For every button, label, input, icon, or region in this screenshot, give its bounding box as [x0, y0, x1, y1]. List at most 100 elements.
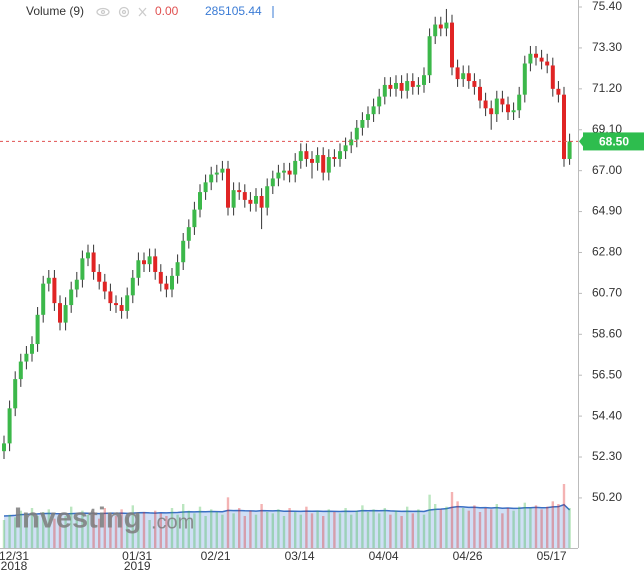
candle-body [114, 303, 118, 306]
candle-body [74, 279, 79, 290]
candle-body [147, 256, 152, 265]
volume-bar [92, 512, 95, 548]
candle-body [153, 256, 158, 272]
volume-bar [19, 510, 22, 548]
candle-body [517, 94, 522, 111]
candle-body [377, 96, 382, 107]
candle-body [226, 168, 230, 208]
volume-bar [288, 508, 291, 548]
candle-body [119, 305, 124, 311]
indicator-name: Volume (9) [26, 4, 84, 18]
candle-body [58, 303, 62, 323]
indicator-icons [96, 6, 147, 18]
candle-body [242, 192, 247, 200]
candle-body [304, 151, 309, 159]
candle-body [567, 141, 572, 159]
candle-body [338, 151, 342, 159]
volume-bar [394, 510, 398, 548]
y-tick-label: 56.50 [592, 367, 622, 381]
volume-bar [75, 517, 78, 548]
volume-bar [47, 509, 50, 548]
last-price-pointer [579, 136, 583, 147]
volume-bar [120, 509, 123, 548]
candle-body [282, 170, 286, 173]
candle-body [136, 260, 141, 278]
volume-bar [305, 506, 308, 548]
candle-body [7, 408, 12, 444]
volume-bar [271, 513, 274, 548]
volume-bar [372, 509, 375, 548]
candle-body [310, 158, 314, 163]
volume-bar [562, 484, 566, 548]
candle-body [366, 114, 370, 121]
volume-bar [187, 510, 190, 548]
volume-bar [422, 514, 426, 548]
volume-bar [266, 512, 269, 548]
y-tick-label: 73.30 [592, 40, 622, 54]
y-tick-label: 60.70 [592, 286, 622, 300]
volume-bar [484, 508, 487, 548]
volume-bar [81, 510, 84, 548]
candle-body [360, 120, 365, 128]
candle-body [130, 277, 135, 296]
watermark-suffix: .com [151, 511, 194, 533]
candle-body [287, 170, 292, 175]
volume-bar [366, 512, 370, 548]
volume-bar [204, 516, 207, 548]
volume-bar [70, 506, 73, 548]
candle-body [265, 186, 270, 208]
volume-bar [355, 510, 358, 548]
candle-body [35, 314, 40, 345]
candle-body [483, 100, 488, 109]
candle-body [489, 108, 494, 115]
volume-bar [86, 514, 90, 548]
volume-bar [30, 508, 34, 548]
indicator-value: 0.00 [155, 4, 179, 18]
volume-bar [148, 520, 151, 548]
volume-bar [215, 512, 218, 548]
volume-bar [445, 506, 448, 548]
volume-bar [473, 505, 476, 548]
volume-bar [518, 506, 521, 548]
volume-bar [350, 514, 353, 548]
volume-bar [417, 509, 420, 548]
volume-bar [344, 508, 347, 548]
volume-bar [238, 508, 241, 548]
volume-bar [501, 513, 504, 548]
candle-body [270, 178, 275, 187]
candle-body [405, 81, 410, 91]
volume-bar [361, 505, 364, 548]
candle-body [539, 57, 544, 62]
last-price-box [583, 132, 644, 151]
candle-body [170, 275, 174, 290]
candle-body [427, 36, 432, 76]
indicator-ma: 285105.44 [205, 4, 262, 18]
x-tick-sublabel: 2018 [1, 559, 28, 571]
candle-body [315, 155, 320, 163]
candle-body [254, 195, 258, 204]
candle-body [192, 209, 197, 228]
candle-body [444, 22, 449, 29]
candle-body [399, 82, 404, 91]
volume-bar [58, 513, 62, 548]
volume-bar [131, 505, 134, 548]
y-tick-label: 50.20 [592, 490, 622, 504]
volume-bar [523, 502, 526, 548]
candle-body [494, 98, 499, 115]
volume-bar [529, 508, 532, 548]
candle-body [97, 271, 102, 282]
volume-bar [193, 513, 196, 548]
volume-bar [114, 516, 118, 548]
volume-bar [434, 504, 437, 548]
volume-bar [322, 516, 325, 548]
volume-bar [551, 501, 554, 548]
volume-bar [103, 508, 106, 548]
candle-body [237, 190, 242, 193]
volume-bar [428, 494, 431, 548]
candle-body [52, 277, 57, 304]
volume-bar [249, 510, 252, 548]
x-tick-label: 04/04 [369, 549, 399, 563]
candle-body [511, 110, 516, 113]
volume-bar [64, 516, 67, 548]
volume-bar [439, 509, 442, 548]
